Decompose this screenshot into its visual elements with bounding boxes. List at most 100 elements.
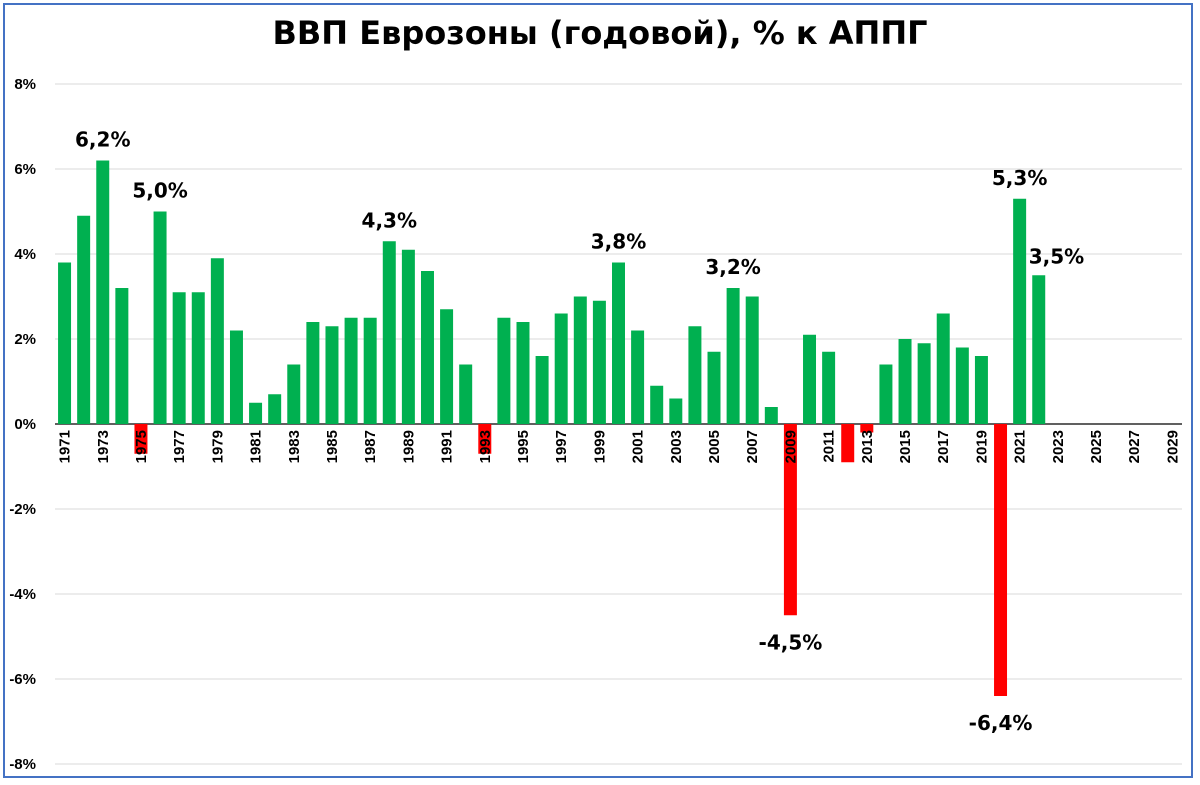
bar-1979 [210, 258, 224, 424]
data-label-2020: -6,4% [969, 711, 1033, 735]
bar-1978 [191, 292, 205, 424]
bar-2007 [745, 296, 759, 424]
bar-2022 [1032, 275, 1046, 424]
bar-1987 [363, 317, 377, 424]
data-label-2021: 5,3% [992, 166, 1047, 190]
bar-1977 [172, 292, 186, 424]
x-tick-label: 2003 [668, 430, 685, 463]
bar-1994 [497, 317, 511, 424]
bar-1972 [77, 215, 91, 424]
x-tick-label: 2017 [935, 430, 952, 463]
x-tick-label: 1997 [553, 430, 570, 463]
bar-1974 [115, 288, 129, 424]
bar-2004 [688, 326, 702, 424]
x-tick-label: 2011 [821, 430, 838, 463]
bar-2000 [612, 262, 625, 424]
y-tick-label: -2% [9, 501, 36, 518]
chart-title: ВВП Еврозоны (годовой), % к АППГ [272, 14, 928, 52]
x-tick-label: 2009 [782, 430, 799, 463]
x-tick-label: 1983 [286, 430, 303, 463]
x-tick-label: 1985 [324, 430, 341, 463]
bar-2019 [974, 356, 988, 424]
bar-1973 [96, 160, 110, 424]
bar-2005 [707, 351, 721, 424]
bar-1980 [229, 330, 243, 424]
bar-2020 [994, 424, 1008, 696]
bar-1971 [58, 262, 72, 424]
data-label-2006: 3,2% [705, 255, 760, 279]
y-tick-label: -6% [9, 671, 36, 688]
bar-1986 [344, 317, 358, 424]
y-tick-label: -8% [9, 756, 36, 773]
bar-2018 [955, 347, 969, 424]
bar-1991 [440, 309, 454, 424]
bar-2017 [936, 313, 950, 424]
x-tick-label: 1987 [362, 430, 379, 463]
bar-2013 [860, 424, 874, 433]
x-tick-label: 2001 [630, 430, 647, 463]
bar-2006 [726, 288, 740, 424]
x-tick-label: 1979 [209, 430, 226, 463]
data-label-2022: 3,5% [1029, 244, 1084, 268]
y-tick-label: 6% [14, 161, 36, 178]
bar-1985 [325, 326, 339, 424]
x-tick-label: 2021 [1012, 430, 1029, 463]
bar-1999 [592, 300, 606, 424]
bar-1984 [306, 322, 320, 424]
x-tick-label: 2027 [1126, 430, 1143, 463]
x-tick-label: 2007 [744, 430, 761, 463]
x-tick-label: 2013 [859, 430, 876, 463]
bar-1976 [153, 211, 167, 424]
x-tick-label: 2015 [897, 430, 914, 463]
bar-1990 [420, 271, 434, 424]
bar-2011 [822, 351, 836, 424]
y-tick-label: 2% [14, 331, 36, 348]
bar-2003 [669, 398, 683, 424]
bar-1989 [401, 249, 415, 424]
x-tick-label: 1993 [477, 430, 494, 463]
x-tick-label: 1995 [515, 430, 532, 463]
bar-1982 [268, 394, 282, 424]
data-label-2000: 3,8% [591, 230, 646, 254]
bar-2010 [803, 334, 817, 424]
bar-2012 [841, 424, 855, 463]
data-label-1973: 6,2% [75, 128, 130, 152]
bar-1975 [134, 424, 148, 454]
bar-2014 [879, 364, 893, 424]
x-tick-label: 2019 [973, 430, 990, 463]
bar-2001 [631, 330, 645, 424]
x-tick-label: 2023 [1050, 430, 1067, 463]
y-tick-label: 4% [14, 246, 36, 263]
bar-1992 [459, 364, 473, 424]
x-tick-label: 2005 [706, 430, 723, 463]
x-tick-label: 1973 [95, 430, 112, 463]
x-tick-label: 2029 [1164, 430, 1181, 463]
x-tick-label: 1971 [57, 430, 74, 463]
bar-1993 [478, 424, 492, 454]
bar-1988 [382, 241, 396, 424]
bar-2008 [764, 407, 778, 424]
x-tick-label: 1981 [248, 430, 265, 463]
y-tick-label: 0% [14, 416, 36, 433]
bar-1995 [516, 322, 530, 424]
bar-2021 [1013, 198, 1027, 424]
bar-1981 [249, 402, 263, 424]
y-tick-label: -4% [9, 586, 36, 603]
bar-2016 [917, 343, 931, 424]
x-tick-label: 1989 [400, 430, 417, 463]
x-tick-label: 1991 [439, 430, 456, 463]
bar-2009 [783, 424, 797, 616]
bar-2002 [650, 385, 664, 424]
x-tick-label: 1975 [133, 430, 150, 463]
bar-1997 [554, 313, 568, 424]
bar-2015 [898, 339, 912, 424]
x-tick-label: 2025 [1088, 430, 1105, 463]
data-label-1988: 4,3% [362, 208, 417, 232]
bar-1983 [287, 364, 301, 424]
bar-1996 [535, 356, 549, 424]
x-tick-label: 1999 [591, 430, 608, 463]
x-tick-label: 1977 [171, 430, 188, 463]
data-label-1976: 5,0% [132, 179, 187, 203]
data-label-2009: -4,5% [759, 630, 823, 654]
